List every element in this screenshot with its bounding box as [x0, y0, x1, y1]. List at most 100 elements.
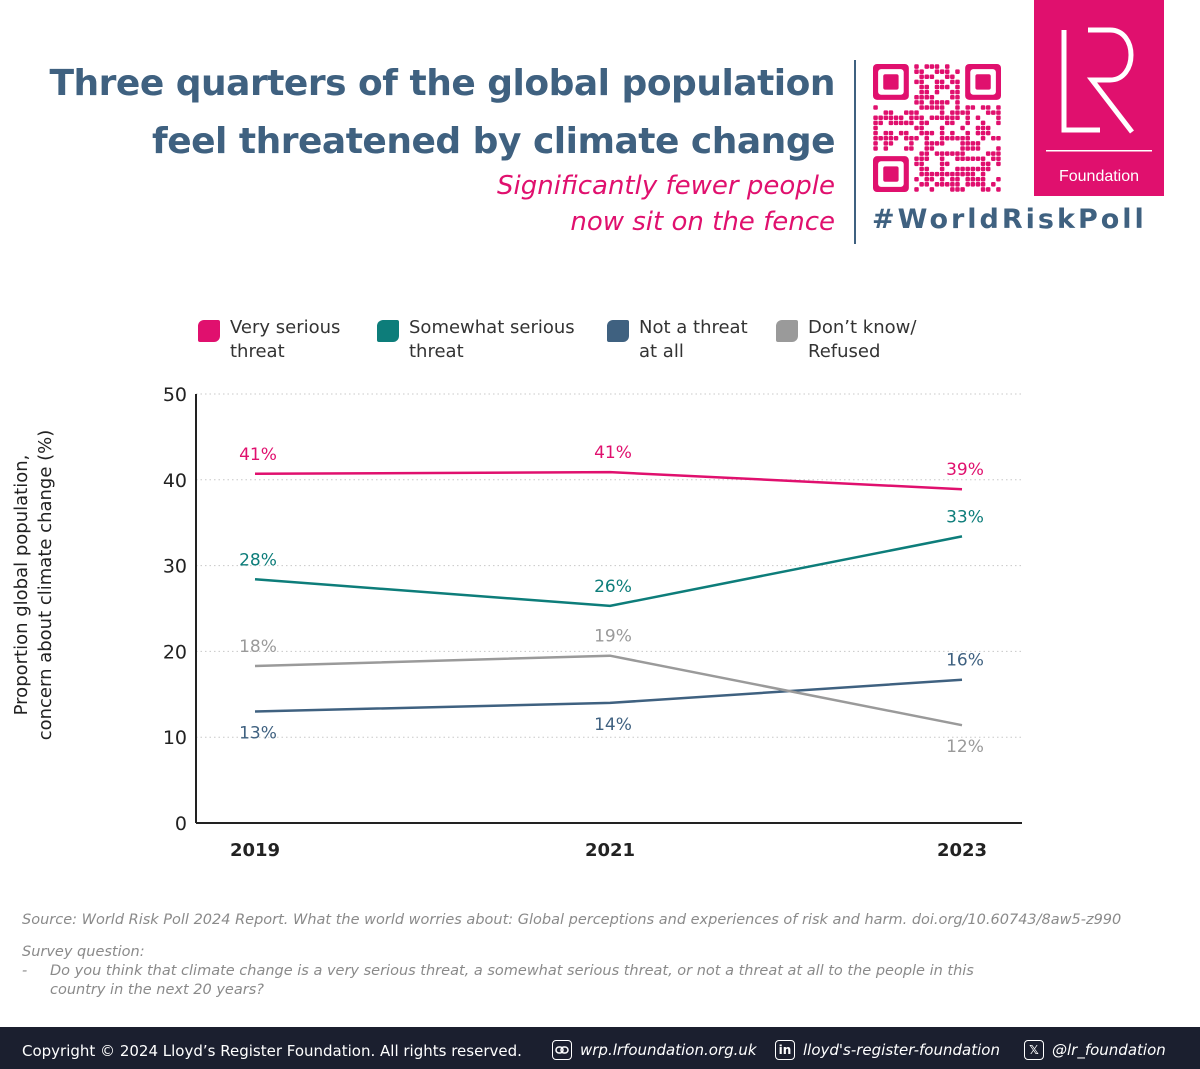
- qr-module: [955, 115, 960, 121]
- qr-module: [985, 187, 991, 192]
- qr-module: [909, 115, 914, 121]
- qr-module: [950, 89, 955, 95]
- qr-module: [914, 125, 919, 131]
- qr-module: [873, 125, 878, 131]
- qr-module: [944, 161, 950, 167]
- data-label-not-2019: 13%: [239, 723, 277, 743]
- data-label-somewhat-2021: 26%: [594, 577, 632, 597]
- qr-module: [980, 187, 986, 192]
- qr-module: [960, 171, 965, 177]
- data-label-somewhat-2019: 28%: [239, 550, 277, 570]
- qr-module: [934, 151, 940, 156]
- qr-module: [960, 135, 965, 141]
- lr-foundation-logo: [1034, 0, 1164, 196]
- qr-module: [914, 135, 919, 141]
- data-label-dontknow-2021: 19%: [594, 627, 632, 647]
- qr-module: [929, 141, 935, 146]
- qr-module: [950, 135, 955, 141]
- qr-module: [960, 187, 965, 192]
- qr-module: [873, 130, 878, 136]
- qr-module: [939, 115, 945, 121]
- qr-module: [893, 115, 899, 121]
- qr-module: [929, 95, 935, 100]
- qr-module: [904, 146, 909, 151]
- qr-module: [965, 120, 970, 126]
- qr-module: [919, 89, 924, 95]
- link-icon-glyph: [555, 1046, 569, 1054]
- qr-module: [924, 156, 930, 161]
- qr-module: [970, 171, 976, 177]
- survey-question: Do you think that climate change is a ve…: [50, 963, 974, 998]
- title-line-1: Three quarters of the global population: [49, 63, 835, 104]
- qr-module: [950, 176, 955, 182]
- qr-module: [904, 135, 909, 141]
- qr-module: [929, 171, 935, 177]
- qr-module: [996, 146, 1001, 151]
- qr-module: [955, 105, 960, 110]
- qr-module: [975, 130, 981, 136]
- qr-module: [955, 151, 960, 156]
- qr-module: [996, 120, 1001, 126]
- qr-module: [914, 161, 919, 167]
- qr-module: [980, 161, 986, 167]
- qr-module: [909, 141, 914, 146]
- legend-not-a-threat: Not a threat at all: [607, 316, 748, 364]
- qr-module: [955, 84, 960, 90]
- survey-heading: Survey question:: [22, 944, 145, 960]
- qr-module: [919, 171, 924, 177]
- qr-module: [950, 151, 955, 156]
- copyright-text: Copyright © 2024 Lloyd’s Register Founda…: [22, 1042, 522, 1060]
- qr-module: [996, 115, 1001, 121]
- qr-module: [883, 110, 889, 115]
- qr-module: [939, 125, 945, 131]
- qr-module: [950, 79, 955, 85]
- qr-module: [924, 135, 930, 141]
- qr-module: [919, 166, 924, 172]
- qr-module: [924, 182, 930, 187]
- qr-module: [960, 125, 965, 131]
- qr-module: [934, 84, 940, 90]
- source-note: Source: World Risk Poll 2024 Report. Wha…: [22, 912, 1122, 928]
- linkedin-link[interactable]: in lloyd's-register-foundation: [775, 1040, 1000, 1060]
- qr-module: [939, 141, 945, 146]
- qr-module: [975, 146, 981, 151]
- qr-code[interactable]: [873, 64, 1001, 192]
- series-line-dontknow: [254, 654, 963, 727]
- survey-question-item: - Do you think that climate change is a …: [22, 962, 980, 1000]
- qr-module: [934, 141, 940, 146]
- qr-module: [980, 125, 986, 131]
- qr-module: [996, 156, 1001, 161]
- qr-module: [950, 120, 955, 126]
- header-divider: [854, 60, 856, 244]
- qr-module: [878, 120, 883, 126]
- qr-module: [939, 105, 945, 110]
- hashtag: #WorldRiskPoll: [872, 204, 1147, 235]
- y-tick-label-50: 50: [163, 384, 187, 406]
- qr-module: [873, 105, 878, 110]
- qr-module: [873, 135, 878, 141]
- title-line-2: feel threatened by climate change: [152, 121, 835, 162]
- legend-swatch-not-a-threat: [607, 320, 629, 342]
- qr-module: [955, 176, 960, 182]
- qr-module: [980, 176, 986, 182]
- qr-module: [883, 130, 889, 136]
- qr-module: [914, 64, 919, 69]
- x-tick-label-2023: 2023: [937, 840, 987, 861]
- page-title: Three quarters of the global population …: [20, 55, 835, 171]
- qr-module: [955, 110, 960, 115]
- qr-module: [996, 105, 1001, 110]
- qr-module: [924, 105, 930, 110]
- subtitle-line-2: now sit on the fence: [570, 207, 835, 237]
- website-link[interactable]: wrp.lrfoundation.org.uk: [552, 1040, 757, 1060]
- qr-module: [939, 161, 945, 167]
- qr-module: [944, 84, 950, 90]
- qr-module: [878, 135, 883, 141]
- qr-module: [924, 74, 930, 80]
- qr-module: [924, 130, 930, 136]
- qr-module: [939, 151, 945, 156]
- legend-label-dont-know: Don’t know/ Refused: [808, 317, 917, 362]
- page-subtitle: Significantly fewer people now sit on th…: [400, 168, 835, 240]
- qr-module: [898, 130, 904, 136]
- legend-label-somewhat-serious: Somewhat serious threat: [409, 317, 575, 362]
- x-link[interactable]: 𝕏 @lr_foundation: [1024, 1040, 1166, 1060]
